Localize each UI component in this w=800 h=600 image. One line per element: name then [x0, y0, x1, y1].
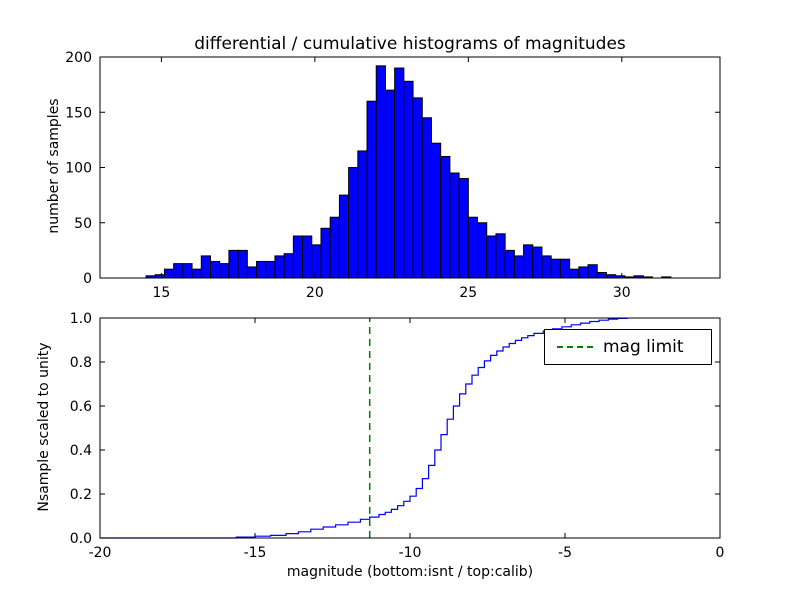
legend-label: mag limit — [603, 337, 684, 357]
histogram-bar — [311, 244, 322, 279]
histogram-bar — [430, 142, 442, 279]
x-tick-label: 0 — [716, 545, 725, 561]
histogram-bar — [210, 260, 221, 279]
axes-frame — [99, 56, 721, 279]
histogram-bar — [357, 150, 368, 279]
histogram-bar — [513, 255, 525, 279]
cumulative-curve — [100, 317, 628, 539]
histogram-bar — [449, 172, 460, 279]
histogram-bar — [200, 255, 211, 279]
y-tick-label: 100 — [65, 161, 92, 177]
legend: mag limit — [544, 329, 712, 365]
histogram-bar — [569, 268, 580, 279]
histogram-bar — [495, 233, 506, 279]
x-tick-label: -5 — [558, 545, 572, 561]
dashed-line-legend-sample — [557, 346, 593, 348]
histogram-bar — [578, 266, 589, 279]
histogram-bar — [587, 264, 598, 279]
histogram-bar — [237, 249, 248, 279]
histogram-bar — [375, 65, 386, 279]
histogram-bar — [541, 255, 552, 279]
histogram-bar — [348, 167, 359, 279]
histogram-bar — [412, 97, 423, 279]
bottom-y-axis-label: Nsample scaled to unity — [36, 342, 52, 512]
y-tick-label: 0.6 — [70, 399, 92, 415]
histogram-bar — [329, 216, 340, 279]
histogram-bar — [292, 235, 304, 279]
x-tick-label: 15 — [152, 285, 170, 301]
histogram-bar — [550, 258, 561, 279]
y-tick-label: 0.4 — [70, 443, 92, 459]
top-y-axis-label: number of samples — [46, 98, 62, 234]
histogram-bar — [320, 227, 331, 279]
histogram-bar — [403, 80, 414, 279]
x-tick-label: -20 — [89, 545, 112, 561]
histogram-bar — [302, 235, 313, 279]
histogram-bar — [421, 117, 432, 279]
histogram-bar — [532, 246, 543, 279]
histogram-bar — [265, 260, 276, 279]
histogram-bar — [182, 263, 193, 279]
y-tick-label: 50 — [74, 216, 92, 232]
histogram-bar — [394, 67, 405, 279]
x-tick-label: 25 — [459, 285, 477, 301]
bottom-x-axis-label: magnitude (bottom:isnt / top:calib) — [286, 564, 534, 580]
histogram-bar — [559, 258, 571, 279]
y-tick-label: 0.0 — [70, 531, 92, 547]
histogram-bar — [274, 255, 285, 279]
y-tick-label: 0.2 — [70, 487, 92, 503]
histogram-bar — [191, 268, 202, 279]
histogram-bar — [256, 260, 267, 279]
histogram-bar — [458, 178, 469, 279]
histogram-bar — [338, 194, 350, 279]
y-tick-label: 200 — [65, 50, 92, 66]
histogram-bar — [486, 235, 497, 279]
histogram-bar — [283, 253, 294, 279]
histogram-bar — [219, 263, 230, 279]
histogram-bar — [163, 268, 175, 279]
histogram-bar — [366, 100, 377, 279]
histogram-bar — [173, 263, 184, 279]
histogram-bar — [477, 222, 488, 279]
x-tick-label: -15 — [244, 545, 267, 561]
y-tick-label: 0 — [83, 271, 92, 287]
x-tick-label: 30 — [613, 285, 631, 301]
chart-title: differential / cumulative histograms of … — [194, 34, 626, 54]
x-tick-label: 20 — [306, 285, 324, 301]
histogram-bar — [384, 89, 396, 279]
histogram-bar — [440, 155, 451, 279]
y-tick-label: 1.0 — [70, 311, 92, 327]
histogram-bar — [228, 249, 239, 279]
y-tick-label: 150 — [65, 105, 92, 121]
y-tick-label: 0.8 — [70, 355, 92, 371]
histogram-bar — [523, 244, 534, 279]
histogram-bar — [246, 266, 258, 279]
x-tick-label: -10 — [399, 545, 422, 561]
histogram-bar — [467, 216, 479, 279]
histogram-bar — [596, 271, 607, 279]
histogram-bar — [504, 249, 515, 279]
axes-frame — [99, 317, 721, 539]
